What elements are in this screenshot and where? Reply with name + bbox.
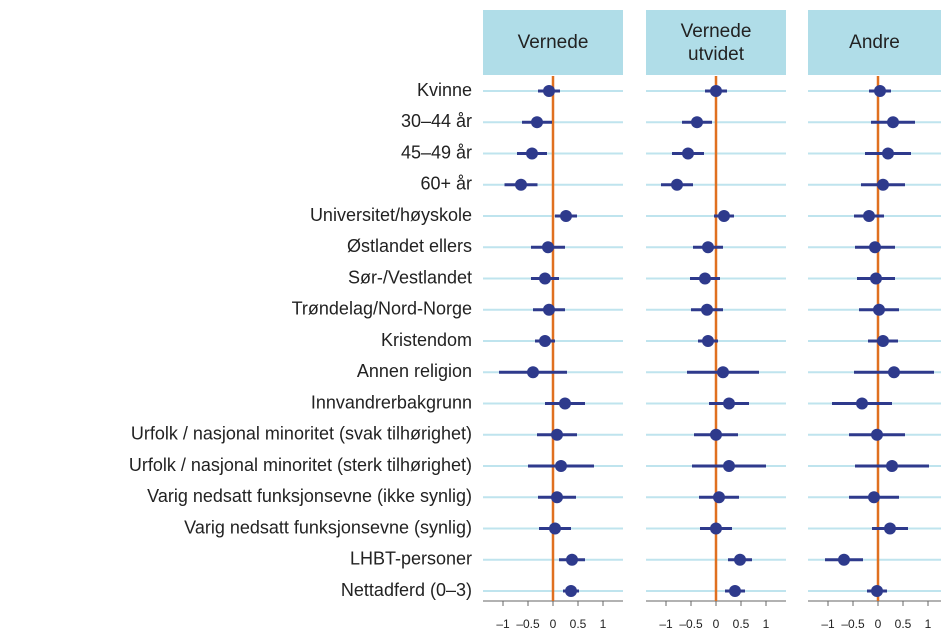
point bbox=[884, 522, 896, 535]
point bbox=[566, 553, 578, 566]
point bbox=[710, 85, 722, 97]
point bbox=[702, 241, 714, 254]
point bbox=[691, 116, 703, 129]
point bbox=[565, 585, 577, 597]
row-label: Varig nedsatt funksjonsevne (ikke synlig… bbox=[147, 486, 472, 506]
x-tick-label: 0.5 bbox=[570, 617, 587, 631]
x-tick-label: –1 bbox=[496, 617, 510, 631]
point bbox=[710, 522, 722, 535]
point bbox=[702, 335, 714, 347]
x-tick-label: –1 bbox=[659, 617, 673, 631]
point bbox=[869, 241, 881, 254]
row-label: Annen religion bbox=[357, 361, 472, 381]
point bbox=[877, 335, 889, 347]
row-label: 45–49 år bbox=[401, 142, 472, 162]
x-tick-label: 0.5 bbox=[733, 617, 750, 631]
point bbox=[713, 491, 725, 504]
point bbox=[863, 210, 875, 222]
point bbox=[559, 397, 571, 410]
point bbox=[886, 460, 898, 472]
point bbox=[874, 85, 886, 97]
point bbox=[856, 397, 868, 410]
point bbox=[870, 272, 882, 285]
x-tick-label: –1 bbox=[821, 617, 835, 631]
point bbox=[555, 460, 567, 472]
point bbox=[887, 116, 899, 129]
x-tick-label: 0.5 bbox=[895, 617, 912, 631]
point bbox=[710, 428, 722, 441]
point bbox=[526, 147, 538, 160]
x-tick-label: 1 bbox=[763, 617, 770, 631]
point bbox=[718, 210, 730, 222]
point bbox=[560, 210, 572, 222]
x-tick-label: 0 bbox=[713, 617, 720, 631]
point bbox=[549, 522, 561, 535]
point bbox=[551, 491, 563, 504]
point bbox=[701, 303, 713, 316]
point bbox=[888, 366, 900, 379]
row-label: 60+ år bbox=[420, 174, 472, 194]
row-label: Trøndelag/Nord-Norge bbox=[292, 299, 472, 319]
point bbox=[531, 116, 543, 129]
x-tick-label: 1 bbox=[925, 617, 932, 631]
point bbox=[682, 147, 694, 160]
row-label: Østlandet ellers bbox=[347, 236, 472, 256]
x-tick-label: 1 bbox=[600, 617, 607, 631]
x-tick-label: –0.5 bbox=[516, 617, 540, 631]
point bbox=[671, 178, 683, 191]
point bbox=[868, 491, 880, 504]
row-label: LHBT-personer bbox=[350, 549, 472, 569]
row-label: Kvinne bbox=[417, 80, 472, 100]
point bbox=[871, 585, 883, 597]
point bbox=[838, 553, 850, 566]
point bbox=[699, 272, 711, 285]
row-label: Varig nedsatt funksjonsevne (synlig) bbox=[184, 517, 472, 537]
row-label: 30–44 år bbox=[401, 111, 472, 131]
row-label: Sør-/Vestlandet bbox=[348, 267, 472, 287]
point bbox=[515, 178, 527, 191]
point bbox=[542, 241, 554, 254]
row-label: Nettadferd (0–3) bbox=[341, 580, 472, 600]
point bbox=[877, 178, 889, 191]
point bbox=[723, 460, 735, 472]
panel-title: Vernede bbox=[483, 10, 623, 75]
point bbox=[539, 272, 551, 285]
x-tick-label: 0 bbox=[875, 617, 882, 631]
point bbox=[543, 85, 555, 97]
x-tick-label: 0 bbox=[550, 617, 557, 631]
point bbox=[527, 366, 539, 379]
point bbox=[717, 366, 729, 379]
point bbox=[539, 335, 551, 347]
point bbox=[729, 585, 741, 597]
row-label: Kristendom bbox=[381, 330, 472, 350]
point bbox=[871, 428, 883, 441]
point bbox=[543, 303, 555, 316]
point bbox=[723, 397, 735, 410]
row-label: Urfolk / nasjonal minoritet (sterk tilhø… bbox=[129, 455, 472, 475]
panel-title: Vernede utvidet bbox=[646, 10, 786, 75]
point bbox=[882, 147, 894, 160]
panel-title: Andre bbox=[808, 10, 941, 75]
point bbox=[734, 553, 746, 566]
row-label: Urfolk / nasjonal minoritet (svak tilhør… bbox=[131, 424, 472, 444]
x-tick-label: –0.5 bbox=[679, 617, 703, 631]
x-tick-label: –0.5 bbox=[841, 617, 865, 631]
point bbox=[873, 303, 885, 316]
point bbox=[551, 428, 563, 441]
row-label: Universitet/høyskole bbox=[310, 205, 472, 225]
row-label: Innvandrerbakgrunn bbox=[311, 392, 472, 412]
